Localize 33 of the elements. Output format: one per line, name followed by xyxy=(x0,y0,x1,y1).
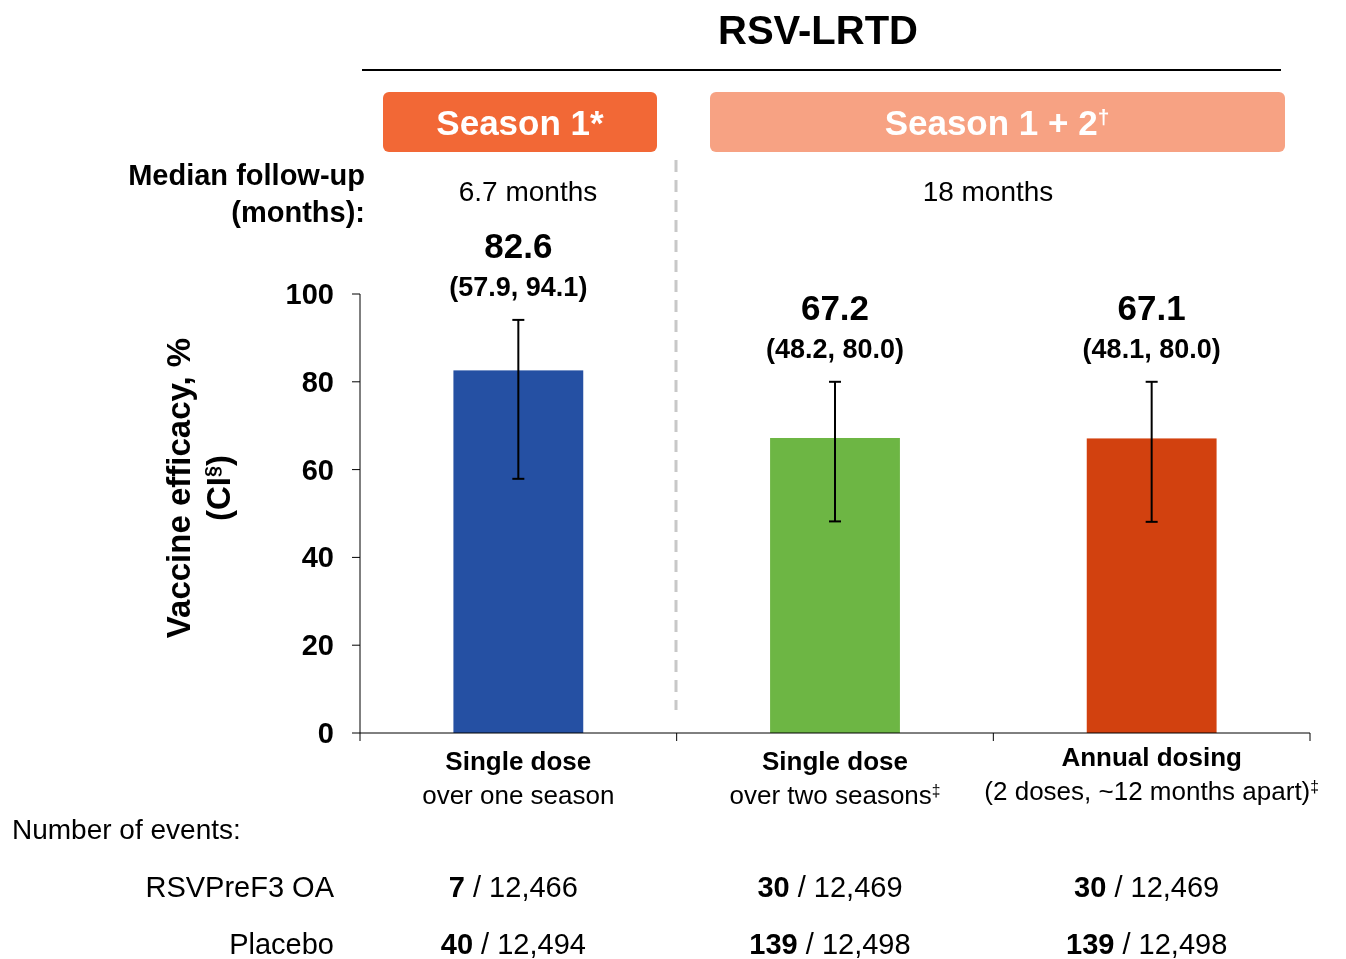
bar xyxy=(770,437,900,733)
text: RSVPreF3 OA xyxy=(145,871,335,903)
bar xyxy=(453,370,584,733)
text: Median follow-up (months): xyxy=(128,159,365,228)
text: 7 / 12,466 xyxy=(448,871,578,903)
data-label: 67.1 xyxy=(1117,287,1186,327)
y-tick-label: 60 xyxy=(301,453,334,486)
text: 6.7 months xyxy=(458,176,598,207)
data-label: 67.2 xyxy=(800,287,870,327)
x-tick-label: Single dose over one season xyxy=(422,746,615,810)
y-tick-label: 20 xyxy=(301,629,334,662)
x-tick-label: Annual dosing (2 doses, ~12 months apart)$^{‡}$ xyxy=(984,742,1319,806)
annotation: (48.1, 80.0) xyxy=(1082,333,1221,364)
y-tick-label: 40 xyxy=(301,541,334,574)
chart-title: RSV-LRTD xyxy=(718,8,918,52)
data-label: 82.6 xyxy=(484,225,553,265)
bar xyxy=(1086,438,1217,733)
text: 139 / 12,498 xyxy=(749,928,911,959)
y-tick-label: 100 xyxy=(285,278,334,310)
text: 30 / 12,469 xyxy=(757,871,903,903)
y-tick-label: 0 xyxy=(317,717,334,749)
annotation: (57.9, 94.1) xyxy=(449,271,588,302)
text: 139 / 12,498 xyxy=(1066,928,1228,959)
text: 40 / 12,494 xyxy=(440,928,586,959)
text: Season 1* xyxy=(436,103,605,142)
text: Placebo xyxy=(229,928,334,959)
text: Season 1 + 2$^{†}$ xyxy=(884,103,1110,142)
text: Number of events: xyxy=(12,814,241,845)
x-tick-label: Single dose over two seasons$^{‡}$ xyxy=(729,746,941,810)
y-tick-label: 80 xyxy=(301,365,334,398)
annotation: (48.2, 80.0) xyxy=(765,333,905,364)
text: 18 months xyxy=(922,176,1054,207)
text: 30 / 12,469 xyxy=(1074,871,1220,903)
